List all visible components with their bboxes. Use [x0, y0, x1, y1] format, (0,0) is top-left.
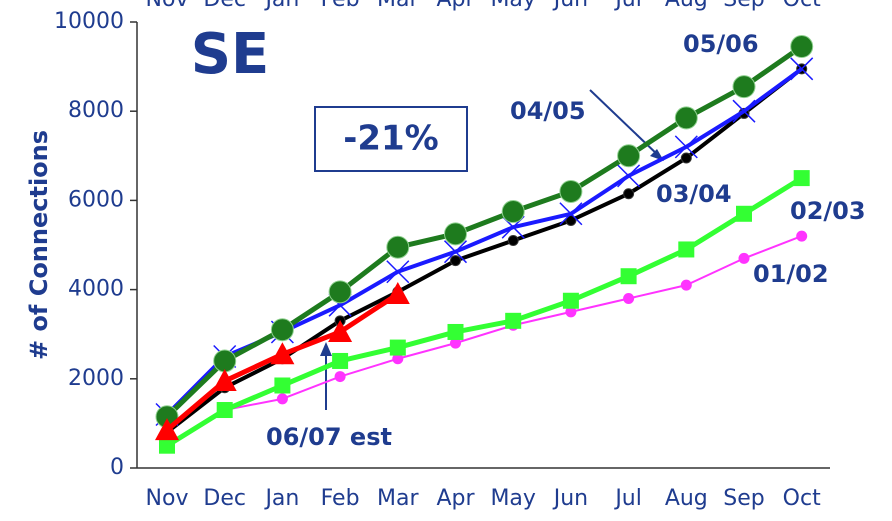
x-tick-label: Mar	[377, 486, 419, 511]
marker	[623, 188, 635, 200]
marker	[738, 252, 750, 264]
marker	[328, 280, 352, 304]
arrow	[589, 89, 661, 158]
marker	[505, 312, 522, 329]
marker	[793, 170, 810, 187]
x-tick-label: May	[490, 486, 535, 511]
series-label: 06/07 est	[266, 423, 392, 451]
marker	[559, 202, 583, 226]
marker	[332, 352, 349, 369]
y-tick-label: 0	[110, 455, 124, 480]
chart-title: SE	[191, 22, 270, 87]
series-line	[165, 175, 804, 448]
marker	[385, 282, 410, 305]
series-label: 04/05	[510, 97, 586, 125]
marker	[444, 222, 467, 246]
x-tick-label-top: Jan	[263, 0, 299, 12]
marker	[213, 349, 237, 373]
x-tick-label-top: Sep	[723, 0, 764, 12]
marker	[216, 402, 233, 419]
marker	[796, 230, 808, 242]
arrow-head	[320, 342, 332, 356]
series-label: 02/03	[790, 197, 866, 225]
marker	[732, 75, 756, 99]
x-tick-label: Jan	[263, 486, 299, 511]
marker	[450, 255, 461, 267]
marker	[790, 57, 814, 81]
marker	[736, 205, 752, 222]
x-tick-label-top: Feb	[321, 0, 360, 12]
marker	[450, 337, 461, 349]
marker	[443, 240, 468, 264]
x-tick-label: Jul	[613, 486, 642, 511]
x-tick-label: Oct	[783, 486, 821, 511]
x-tick-label-top: Aug	[665, 0, 708, 12]
marker	[386, 260, 410, 284]
marker	[270, 342, 295, 365]
x-tick-label: Aug	[665, 486, 708, 511]
y-axis-label: # of Connections	[25, 130, 53, 360]
marker	[674, 106, 698, 130]
x-tick-label-top: Jul	[613, 0, 642, 12]
x-tick-label-top: Apr	[436, 0, 475, 12]
marker	[155, 418, 179, 441]
series-label: 05/06	[683, 30, 759, 58]
marker	[334, 371, 346, 383]
marker	[678, 241, 695, 258]
y-tick-label: 2000	[68, 366, 124, 391]
y-tick-label: 10000	[54, 9, 124, 34]
marker	[501, 200, 525, 224]
annotation-box	[314, 106, 468, 172]
marker	[159, 437, 175, 454]
marker	[680, 152, 692, 164]
marker	[276, 393, 288, 405]
x-tick-label-top: May	[490, 0, 535, 12]
x-tick-label-top: Mar	[377, 0, 419, 12]
x-tick-label: Feb	[321, 486, 360, 511]
marker	[732, 99, 756, 123]
series-label: 01/02	[753, 260, 829, 288]
y-tick-label: 4000	[68, 277, 124, 302]
y-tick-label: 8000	[68, 98, 124, 123]
marker	[328, 319, 353, 342]
y-tick-label: 6000	[68, 187, 124, 212]
x-tick-label: Sep	[723, 486, 764, 511]
x-tick-label: Apr	[436, 486, 475, 511]
marker	[447, 323, 464, 340]
x-tick-label: Jun	[552, 486, 588, 511]
marker	[680, 279, 692, 291]
marker	[559, 179, 583, 203]
marker	[790, 35, 814, 59]
marker	[617, 144, 641, 168]
marker	[562, 292, 579, 309]
x-tick-label: Dec	[203, 486, 246, 511]
marker	[617, 164, 641, 188]
marker	[674, 135, 698, 159]
series-label: 03/04	[656, 180, 732, 208]
annotation: -21%	[343, 119, 439, 159]
marker	[623, 293, 635, 305]
marker	[620, 268, 637, 285]
marker	[386, 235, 410, 259]
x-tick-label: Nov	[146, 486, 189, 511]
marker	[389, 339, 406, 356]
x-tick-label-top: Nov	[146, 0, 189, 12]
x-tick-label-top: Dec	[203, 0, 246, 12]
marker	[565, 306, 577, 318]
series-line	[165, 67, 803, 434]
marker	[507, 235, 519, 247]
x-tick-label-top: Oct	[783, 0, 821, 12]
x-tick-label-top: Jun	[552, 0, 588, 12]
marker	[392, 353, 404, 365]
marker	[274, 377, 291, 394]
marker	[270, 318, 294, 342]
marker	[212, 369, 237, 392]
